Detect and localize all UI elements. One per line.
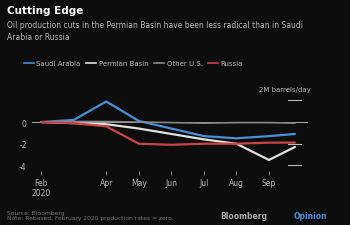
Text: 2M barrels/day: 2M barrels/day (259, 87, 311, 93)
Text: Oil production cuts in the Permian Basin have been less radical than in Saudi
Ar: Oil production cuts in the Permian Basin… (7, 21, 303, 42)
Text: Source: Bloomberg
Note: Rebased. February 2020 production rates = zero.: Source: Bloomberg Note: Rebased. Februar… (7, 210, 174, 220)
Text: Opinion: Opinion (294, 212, 328, 220)
Text: Bloomberg: Bloomberg (220, 212, 267, 220)
Legend: Saudi Arabia, Permian Basin, Other U.S., Russia: Saudi Arabia, Permian Basin, Other U.S.,… (21, 58, 246, 70)
Text: Cutting Edge: Cutting Edge (7, 6, 83, 16)
